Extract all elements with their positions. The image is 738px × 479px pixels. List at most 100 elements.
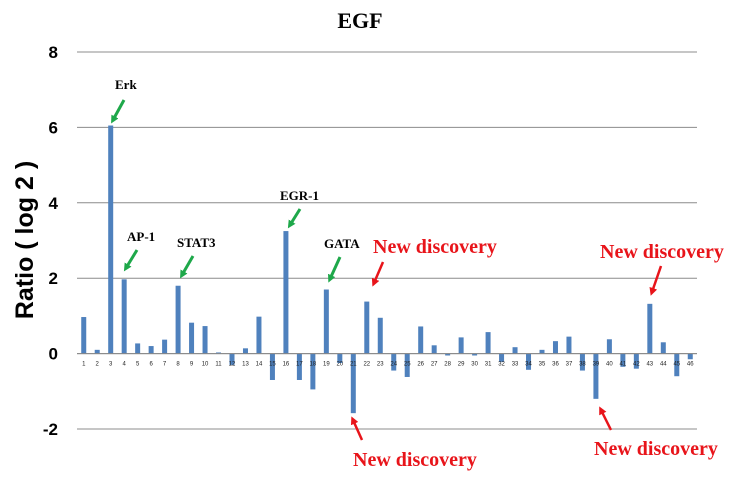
- y-tick-label: 2: [49, 269, 58, 288]
- x-tick-label: 43: [646, 362, 653, 368]
- x-tick-label: 28: [444, 362, 451, 368]
- x-tick-label: 17: [296, 362, 303, 368]
- x-tick-label: 37: [566, 362, 573, 368]
- y-tick-label: 8: [49, 43, 58, 62]
- arrow-ap1: [123, 249, 139, 272]
- annotation-stat3: STAT3: [177, 235, 216, 250]
- x-tick-label: 35: [539, 362, 546, 368]
- bar: [162, 339, 168, 354]
- bar: [350, 353, 356, 414]
- x-tick-label: 15: [269, 362, 276, 368]
- bar: [121, 279, 127, 354]
- bar: [256, 316, 262, 354]
- bar: [94, 349, 100, 354]
- bar: [202, 326, 208, 354]
- x-tick-label: 4: [123, 362, 127, 368]
- bar: [296, 353, 302, 380]
- x-tick-label: 20: [336, 362, 343, 368]
- bar: [660, 342, 666, 354]
- x-tick-label: 23: [377, 362, 384, 368]
- bar: [552, 341, 558, 354]
- x-tick-label: 5: [136, 362, 140, 368]
- x-tick-label: 39: [593, 362, 600, 368]
- x-tick-label: 30: [471, 362, 478, 368]
- x-tick-label: 18: [310, 362, 317, 368]
- bar: [364, 301, 370, 354]
- x-tick-label: 1: [82, 362, 86, 368]
- x-tick-label: 21: [350, 362, 357, 368]
- x-tick-label: 46: [687, 362, 694, 368]
- x-tick-label: 40: [606, 362, 613, 368]
- x-tick-label: 42: [633, 362, 640, 368]
- x-tick-label: 29: [458, 362, 465, 368]
- bar: [404, 353, 410, 377]
- arrow-new-discovery-2: [649, 265, 663, 296]
- x-tick-label: 45: [673, 362, 680, 368]
- bar: [485, 332, 491, 354]
- x-tick-label: 6: [149, 362, 153, 368]
- x-tick-label: 9: [190, 362, 194, 368]
- bar: [606, 339, 612, 354]
- arrow-new-discovery-3: [350, 416, 364, 441]
- x-tick-label: 36: [552, 362, 559, 368]
- bar: [323, 289, 329, 354]
- bar: [242, 348, 248, 354]
- x-tick-label: 32: [498, 362, 505, 368]
- bar: [674, 353, 680, 377]
- annotation-gata: GATA: [324, 236, 360, 251]
- bar: [81, 317, 87, 354]
- x-tick-label: 22: [363, 362, 370, 368]
- bar: [579, 353, 585, 371]
- bar: [269, 353, 275, 380]
- y-axis-label: Ratio ( log 2 ): [11, 161, 39, 319]
- y-tick-labels: -2 0 2 4 6 8: [43, 43, 59, 439]
- annotation-new-discovery-1: New discovery: [373, 236, 497, 258]
- arrow-stat3: [179, 255, 195, 279]
- arrow-egr1: [287, 208, 302, 229]
- x-tick-labels: 1 2 3 4 5 6 7 8 9 10 11 12 13 14 15 16 17 18 19 20 21 22 23 24 2…: [82, 362, 694, 368]
- bar: [148, 346, 154, 354]
- x-tick-label: 14: [256, 362, 263, 368]
- arrow-new-discovery-1: [371, 261, 385, 287]
- bar: [499, 353, 505, 362]
- annotation-erk: Erk: [115, 77, 137, 92]
- y-tick-label: 6: [49, 118, 58, 137]
- bar: [593, 353, 599, 399]
- bar: [189, 322, 195, 354]
- x-tick-label: 41: [620, 362, 627, 368]
- bar: [687, 353, 693, 360]
- x-tick-label: 19: [323, 362, 330, 368]
- x-tick-label: 2: [96, 362, 100, 368]
- bar: [391, 353, 397, 371]
- bars: [81, 125, 693, 414]
- bar: [472, 353, 478, 356]
- bar: [175, 285, 181, 354]
- chart-title: EGF: [337, 8, 382, 33]
- arrow-gata: [328, 256, 342, 283]
- x-tick-label: 7: [163, 362, 167, 368]
- x-tick-label: 34: [525, 362, 532, 368]
- x-tick-label: 12: [229, 362, 236, 368]
- bar: [445, 353, 451, 356]
- bar: [458, 337, 464, 354]
- x-tick-label: 16: [283, 362, 290, 368]
- annotation-egr1: EGR-1: [280, 188, 319, 203]
- annotation-new-discovery-4: New discovery: [594, 438, 718, 460]
- annotation-new-discovery-3: New discovery: [353, 449, 477, 471]
- x-tick-label: 44: [660, 362, 667, 368]
- bar: [135, 343, 141, 354]
- bar: [229, 353, 235, 365]
- bar: [566, 336, 572, 354]
- x-tick-label: 33: [512, 362, 519, 368]
- bar: [108, 125, 114, 354]
- y-tick-label: 4: [49, 194, 59, 213]
- x-tick-label: 25: [404, 362, 411, 368]
- bar: [526, 353, 532, 370]
- annotation-ap1: AP-1: [127, 229, 155, 244]
- y-tick-label: 0: [49, 345, 58, 364]
- x-tick-label: 31: [485, 362, 492, 368]
- bar: [216, 352, 222, 354]
- y-tick-label: -2: [43, 420, 58, 439]
- x-tick-label: 27: [431, 362, 438, 368]
